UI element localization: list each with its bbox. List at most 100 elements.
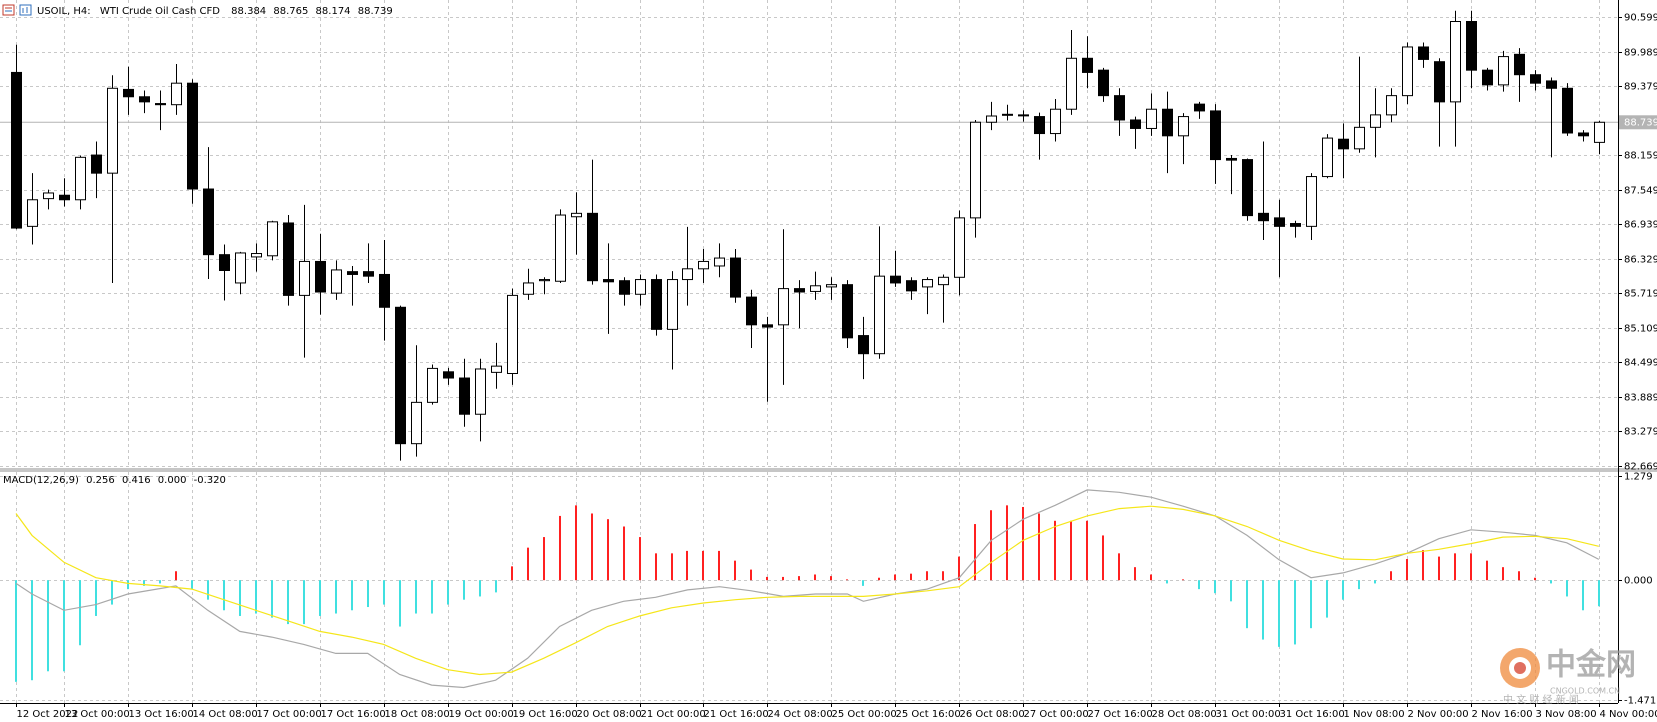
histogram-bar (1262, 580, 1264, 640)
histogram-bar (734, 560, 736, 581)
histogram-bar (575, 505, 577, 581)
y-tick-label: 89.989 (1624, 48, 1657, 59)
x-tick-label: 27 Oct 16:00 (1088, 709, 1153, 720)
candle-body (1434, 61, 1445, 103)
x-tick-label: 24 Oct 08:00 (768, 709, 833, 720)
histogram-bar (990, 510, 992, 581)
watermark-site: CNGOLD.COM.CN (1550, 687, 1620, 696)
candle-body (75, 156, 86, 201)
reading: 0.000 (158, 475, 187, 486)
x-tick-label: 31 Oct 16:00 (1280, 709, 1345, 720)
candle-body (1466, 21, 1477, 71)
candle-body (1018, 114, 1029, 117)
candle-body (1258, 212, 1269, 222)
candle-body (651, 279, 662, 330)
x-tick-label: 28 Oct 08:00 (1152, 709, 1217, 720)
candle-body (1226, 157, 1237, 161)
candle-body (459, 377, 470, 415)
histogram-bar (95, 580, 97, 616)
histogram-bar (239, 580, 241, 616)
candle-body (1002, 113, 1013, 116)
histogram-bar (1438, 556, 1440, 581)
histogram-bar (639, 537, 641, 581)
indicator-name: MACD(12,26,9) (3, 475, 79, 486)
y-tick-label: 83.889 (1624, 393, 1657, 404)
histogram-bar (607, 519, 609, 581)
icon (2, 4, 15, 16)
y-tick-label: 0.000 (1624, 576, 1653, 587)
candle-body (986, 115, 997, 123)
histogram-bar (191, 580, 193, 590)
histogram-bar (559, 515, 561, 581)
x-tick-label: 25 Oct 16:00 (896, 709, 961, 720)
y-tick-label: 85.719 (1624, 289, 1657, 300)
histogram-bar (415, 580, 417, 614)
y-tick-label: 86.939 (1624, 220, 1657, 231)
histogram-bar (1518, 571, 1520, 581)
y-tick-label: 83.279 (1624, 427, 1657, 438)
x-tick-label: 2 Nov 00:00 (1408, 709, 1469, 720)
histogram-bar (15, 580, 17, 682)
histogram-bar (543, 537, 545, 581)
histogram-bar (31, 580, 33, 681)
candle-body (938, 276, 949, 286)
reading: -0.320 (194, 475, 226, 486)
histogram-bar (846, 579, 848, 581)
candle-body (587, 212, 598, 282)
candle-body (235, 252, 246, 284)
x-tick-label: 26 Oct 08:00 (960, 709, 1025, 720)
candle-body (475, 368, 486, 415)
histogram-bar (479, 580, 481, 597)
candle-body (1370, 114, 1381, 128)
candle-body (1594, 121, 1605, 143)
candle-body (635, 279, 646, 295)
candle-body (1498, 56, 1509, 86)
histogram-bar (1086, 520, 1088, 581)
candle-body (746, 296, 757, 326)
candle-body (139, 96, 150, 103)
header-text: USOIL, H4: WTI Crude Oil Cash CFD 88.384… (37, 6, 393, 17)
x-tick-label: 18 Oct 08:00 (385, 709, 450, 720)
histogram-bar (1486, 560, 1488, 581)
candle-body (315, 260, 326, 293)
candle-body (858, 335, 869, 355)
y-tick-label: 86.329 (1624, 255, 1657, 266)
candle-body (1194, 103, 1205, 112)
x-tick-label: 12 Oct 2022 (17, 709, 79, 720)
y-tick-label: 88.159 (1624, 151, 1657, 162)
x-tick-label: 2 Nov 16:00 (1472, 709, 1533, 720)
candle-body (1530, 74, 1541, 84)
histogram-bar (1134, 567, 1136, 581)
histogram-bar (47, 580, 49, 672)
histogram-bar (1230, 580, 1232, 602)
x-tick-label: 21 Oct 16:00 (704, 709, 769, 720)
histogram-bar (1294, 580, 1296, 645)
histogram-bar (878, 577, 880, 581)
indicator-line (15, 505, 1599, 676)
price-label-box (1619, 115, 1657, 130)
histogram-bar (495, 580, 497, 593)
candle-body (1322, 137, 1333, 178)
candle-body (1546, 80, 1557, 89)
candle-body (778, 288, 789, 326)
histogram-bar (143, 580, 145, 586)
candle-body (810, 285, 821, 292)
candle-body (954, 217, 965, 278)
histogram-bar (1550, 580, 1552, 584)
macd-header: MACD(12,26,9) 0.256 0.416 0.000 -0.320 (3, 475, 226, 486)
watermark-brand: 中金网 (1546, 648, 1636, 683)
x-tick-label: 4 Nov 00:00 (1600, 709, 1657, 720)
histogram-bar (111, 580, 113, 605)
watermark-tagline: 中 文 财 经 新 闻 (1503, 693, 1579, 706)
y-tick-label: 89.379 (1624, 82, 1657, 93)
description: WTI Crude Oil Cash CFD (100, 6, 220, 17)
candle-body (1162, 108, 1173, 137)
histogram-bar (1422, 550, 1424, 581)
histogram-bar (399, 580, 401, 627)
histogram-bar (655, 553, 657, 581)
indicator-line (15, 489, 1600, 689)
histogram-bar (207, 580, 209, 600)
histogram-bar (1582, 580, 1584, 611)
candle-body (1306, 176, 1317, 227)
